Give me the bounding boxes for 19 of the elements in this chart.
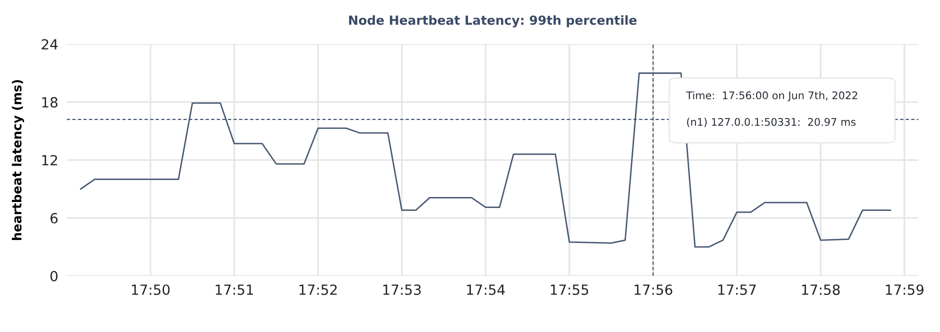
x-tick-label: 17:59 xyxy=(886,284,924,295)
x-tick-label: 17:56 xyxy=(634,284,672,295)
x-tick-label: 17:53 xyxy=(383,284,421,295)
x-tick-label: 17:54 xyxy=(467,284,505,295)
y-tick-label: 18 xyxy=(42,97,58,108)
annotation: (n1) 127.0.0.1:50331: 20.97 ms xyxy=(687,118,856,128)
chart-title: Node Heartbeat Latency: 99th percentile xyxy=(349,15,637,28)
y-axis-title: heartbeat latency (ms) xyxy=(12,80,24,240)
x-tick-label: 17:57 xyxy=(718,284,756,295)
y-tick-label: 12 xyxy=(42,154,58,166)
y-tick-label: 24 xyxy=(42,39,58,50)
annotation: Time: 17:56:00 on Jun 7th, 2022 xyxy=(686,91,858,102)
x-tick-label: 17:58 xyxy=(802,284,840,295)
x-tick-label: 17:50 xyxy=(132,284,170,295)
x-tick-label: 17:51 xyxy=(216,284,254,295)
x-tick-label: 17:55 xyxy=(550,284,588,295)
y-tick-label: 6 xyxy=(50,212,58,224)
y-tick-label: 0 xyxy=(50,270,58,282)
x-tick-label: 17:52 xyxy=(300,284,337,295)
